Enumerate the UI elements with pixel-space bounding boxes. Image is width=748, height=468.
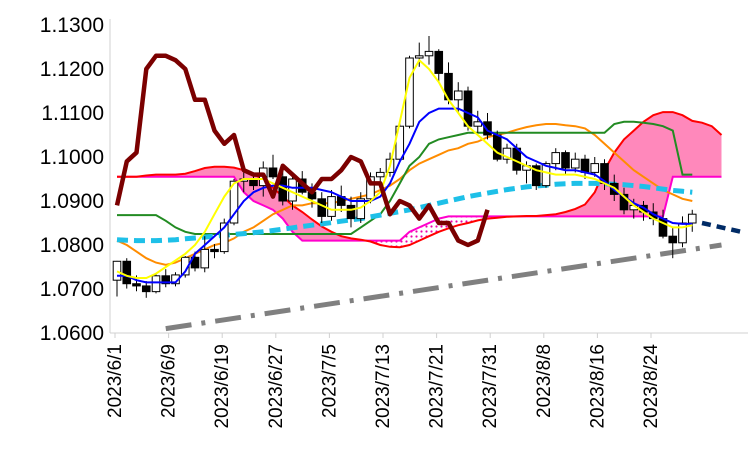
lagging-span-line <box>114 53 490 248</box>
candle-body <box>375 171 385 178</box>
candle-body <box>570 158 580 169</box>
candle-body <box>268 167 278 178</box>
candle-body <box>229 180 239 224</box>
x-tick-label: 2023/6/9 <box>159 344 180 418</box>
y-tick-label: 1.1000 <box>40 146 104 169</box>
candle-body <box>483 121 492 136</box>
cloud-fill <box>370 216 517 248</box>
x-tick-label: 2023/7/21 <box>427 344 448 429</box>
candlestick <box>590 157 600 177</box>
candle-body <box>141 285 151 293</box>
cloud-fill <box>516 112 722 217</box>
candle-body <box>453 90 463 101</box>
candle-body <box>122 260 132 285</box>
x-tick-label: 2023/7/31 <box>480 344 501 429</box>
candlestick <box>502 143 512 164</box>
candle-body <box>327 196 336 217</box>
y-axis-tick-labels: 1.0600 1.0700 1.0800 1.0900 1.1000 1.1100 1.12… <box>40 14 104 345</box>
y-tick-label: 1.1200 <box>40 58 104 81</box>
x-tick-label: 2023/6/27 <box>266 344 287 429</box>
plot-area <box>112 36 742 332</box>
candlestick <box>161 269 171 288</box>
candlestick <box>551 148 561 171</box>
candle-body <box>551 152 561 165</box>
candlestick <box>414 42 424 67</box>
y-tick-label: 1.0600 <box>40 322 104 345</box>
candlestick <box>678 216 687 248</box>
candle-body <box>346 204 356 220</box>
candlestick <box>112 260 122 297</box>
candlestick <box>219 218 229 254</box>
candle-body <box>161 275 171 285</box>
candlestick <box>122 258 132 289</box>
candlestick <box>366 172 375 204</box>
base-line <box>117 107 693 284</box>
candle-body <box>668 235 678 244</box>
candlestick <box>619 187 629 215</box>
x-tick-label: 2023/7/5 <box>319 344 340 418</box>
candle-body <box>424 50 434 57</box>
candlestick <box>483 113 492 140</box>
candle-body <box>619 193 629 211</box>
x-tick-label: 2023/8/16 <box>587 344 608 429</box>
x-axis-tick-labels: 2023/6/1 2023/6/9 2023/6/19 2023/6/27 2023/7… <box>105 333 662 429</box>
candle-body <box>151 275 161 293</box>
y-tick-label: 1.0700 <box>40 278 104 301</box>
x-tick-label: 2023/8/8 <box>534 344 555 418</box>
candlestick <box>687 209 697 232</box>
ma-long-line <box>116 180 693 244</box>
y-tick-label: 1.0800 <box>40 234 104 257</box>
x-tick-label: 2023/8/24 <box>641 344 662 429</box>
x-tick-label: 2023/6/1 <box>105 344 126 418</box>
candlestick <box>141 281 151 298</box>
y-tick-label: 1.1300 <box>40 14 104 37</box>
candle-body <box>200 248 210 269</box>
candle-body <box>561 152 570 169</box>
candle-body <box>366 176 375 200</box>
leading-span-a-line <box>117 111 723 249</box>
candle-body <box>502 147 512 160</box>
y-tick-label: 1.0900 <box>40 190 104 213</box>
candlestick <box>151 273 161 294</box>
candle-body <box>132 283 141 287</box>
candlestick <box>668 227 678 259</box>
leading-span-b-line <box>117 175 722 242</box>
candle-body <box>219 222 229 253</box>
cloud-fill <box>117 166 371 242</box>
candlestick <box>210 244 219 259</box>
candle-body <box>580 158 590 173</box>
candle-body <box>414 55 424 59</box>
candle-body <box>590 163 600 173</box>
candle-body <box>687 213 697 224</box>
candlestick <box>531 163 541 190</box>
candle-body <box>531 165 541 187</box>
candlestick <box>268 154 278 179</box>
candlestick <box>434 49 444 83</box>
x-tick-label: 2023/7/13 <box>373 344 394 429</box>
candle-body <box>434 50 444 74</box>
trend-line <box>165 242 722 332</box>
ma-mid-line <box>117 120 693 235</box>
candlestick <box>424 36 434 65</box>
conversion-line <box>116 58 693 279</box>
candle-body <box>492 134 502 160</box>
candlestick <box>229 179 239 226</box>
candlestick <box>327 190 336 221</box>
candle-body <box>210 248 219 253</box>
candle-body <box>112 260 122 281</box>
candlestick <box>570 152 580 173</box>
candlestick <box>200 236 210 273</box>
x-tick-label: 2023/6/19 <box>212 344 233 429</box>
projection-line <box>701 220 742 234</box>
y-tick-label: 1.1100 <box>41 102 104 125</box>
candle-body <box>541 163 551 187</box>
